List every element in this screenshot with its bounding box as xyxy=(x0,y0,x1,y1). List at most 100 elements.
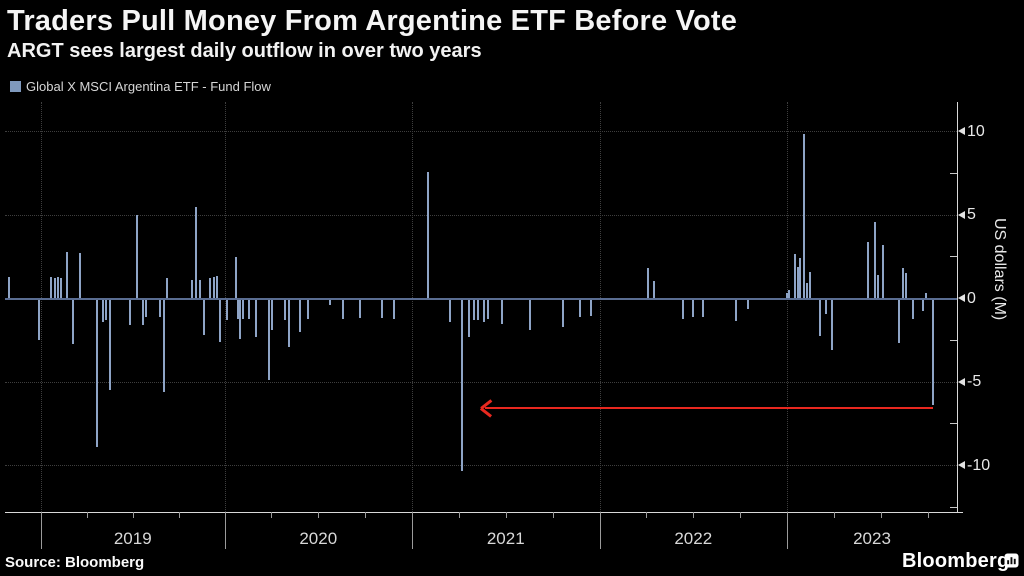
x-axis-quarter-tick xyxy=(178,512,180,518)
x-year-label: 2020 xyxy=(299,529,338,548)
bar xyxy=(108,298,112,391)
y-axis-major-tick-icon xyxy=(958,210,965,219)
bar xyxy=(59,278,63,299)
bar xyxy=(904,273,908,299)
y-axis-minor-tick xyxy=(950,506,957,508)
bar xyxy=(212,276,216,299)
x-axis-quarter-tick xyxy=(271,512,273,518)
y-axis-minor-tick xyxy=(950,256,957,258)
x-axis-quarter-tick xyxy=(318,512,320,518)
x-axis-year-tick xyxy=(224,512,226,549)
bar xyxy=(793,254,797,299)
bar xyxy=(358,298,362,318)
y-tick-label: 0 xyxy=(967,289,976,307)
x-axis-quarter-tick xyxy=(365,512,367,518)
bar xyxy=(287,298,291,347)
bar xyxy=(267,298,271,381)
bar xyxy=(135,215,139,299)
gridline-h xyxy=(5,214,957,216)
bar xyxy=(53,278,57,299)
y-axis-major-tick-icon xyxy=(958,127,965,135)
bar xyxy=(306,298,310,319)
bar xyxy=(796,266,800,299)
x-axis-quarter-tick xyxy=(740,512,742,518)
bar xyxy=(165,278,169,299)
x-year-label: 2023 xyxy=(853,529,891,548)
bar xyxy=(482,298,486,322)
page-subtitle: ARGT sees largest daily outflow in over … xyxy=(7,40,482,62)
bar xyxy=(236,298,240,320)
bar xyxy=(104,298,108,321)
bar xyxy=(830,298,834,351)
bar xyxy=(194,206,198,299)
bar xyxy=(802,134,806,299)
x-year-label: 2021 xyxy=(486,529,525,548)
bar xyxy=(448,298,452,322)
gridline-h xyxy=(5,465,957,466)
bar xyxy=(380,298,384,318)
bar xyxy=(924,293,928,299)
bar xyxy=(476,298,480,321)
bar xyxy=(218,298,222,342)
bar xyxy=(528,298,532,331)
bar xyxy=(652,280,656,299)
bar xyxy=(818,298,822,337)
x-axis-quarter-tick xyxy=(552,512,554,518)
bar xyxy=(49,276,53,299)
bar xyxy=(467,298,471,337)
bar xyxy=(931,298,935,406)
bar xyxy=(824,298,828,314)
bar xyxy=(691,298,695,317)
x-axis-quarter-tick xyxy=(833,512,835,518)
bar xyxy=(7,276,11,299)
x-axis-line xyxy=(5,512,963,514)
bar xyxy=(646,268,650,299)
page-title: Traders Pull Money From Argentine ETF Be… xyxy=(7,5,738,37)
bar xyxy=(876,275,880,299)
x-axis-quarter-tick xyxy=(132,512,134,518)
x-year-label: 2019 xyxy=(113,529,152,548)
bar xyxy=(144,298,148,317)
gridline-h xyxy=(5,381,957,383)
bar xyxy=(190,280,194,299)
bloomberg-wordmark: Bloomberg xyxy=(902,550,1010,572)
bar xyxy=(208,278,212,299)
gridline-v xyxy=(599,102,601,512)
bar xyxy=(866,241,870,299)
y-tick-label: 5 xyxy=(967,206,976,223)
bar xyxy=(808,271,812,299)
y-tick-label: 10 xyxy=(967,122,985,140)
bar xyxy=(897,298,901,343)
bar xyxy=(247,298,251,319)
y-axis-title: US dollars (M) xyxy=(991,218,1008,321)
y-axis-major-tick-icon xyxy=(958,461,965,469)
bar xyxy=(460,298,464,471)
bar xyxy=(798,258,802,299)
bar xyxy=(681,298,685,320)
bar xyxy=(101,298,105,322)
bar xyxy=(881,245,885,299)
bar xyxy=(911,298,915,319)
bar xyxy=(734,298,738,322)
annotation-arrow-line xyxy=(485,406,934,410)
y-tick-label: -10 xyxy=(967,456,991,474)
bar xyxy=(589,298,593,317)
bar xyxy=(37,298,41,341)
gridline-v xyxy=(41,102,42,512)
x-axis-quarter-tick xyxy=(693,512,695,518)
bar xyxy=(701,298,705,317)
bar xyxy=(392,298,396,320)
legend-label: Global X MSCI Argentina ETF - Fund Flow xyxy=(26,79,271,94)
bar xyxy=(298,298,302,332)
y-tick-label: -5 xyxy=(967,373,982,390)
bar xyxy=(341,298,345,319)
bar xyxy=(785,292,789,299)
gridline-v xyxy=(224,102,226,512)
y-axis-line xyxy=(957,102,959,513)
bar xyxy=(500,298,504,324)
bar xyxy=(225,298,229,321)
y-axis-major-tick-icon xyxy=(958,377,965,386)
y-axis-minor-tick xyxy=(950,172,957,174)
